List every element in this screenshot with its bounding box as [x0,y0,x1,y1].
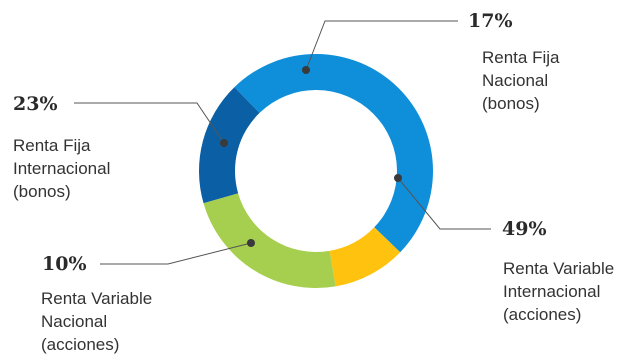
leader-dot-renta-variable-internacional [394,174,402,182]
donut-slice-2 [234,53,434,253]
slice-label-renta-variable-nacional-line3: (acciones) [41,335,119,354]
slice-label-renta-variable-internacional-line1: Renta Variable [503,259,614,278]
donut-slice-3 [329,227,401,287]
pct-label-renta-fija-nacional: 17% [468,10,513,32]
slice-label-renta-variable-internacional-line3: (acciones) [503,305,581,324]
donut-slices [199,53,434,288]
annotation-renta-fija-nacional: 17% Renta Fija Nacional (bonos) [302,10,560,113]
slice-label-renta-fija-nacional-line3: (bonos) [482,94,540,113]
annotation-renta-variable-internacional: 49% Renta Variable Internacional (accion… [394,174,614,324]
annotation-renta-fija-internacional: 23% Renta Fija Internacional (bonos) [13,93,228,201]
leader-line-renta-fija-nacional [305,20,458,71]
pct-label-renta-variable-internacional: 49% [502,218,547,240]
slice-label-renta-fija-internacional-line3: (bonos) [13,182,71,201]
leader-dot-renta-variable-nacional [247,239,255,247]
pct-label-renta-variable-nacional: 10% [42,253,87,275]
slice-label-renta-fija-internacional-line1: Renta Fija [13,136,91,155]
pct-label-renta-fija-internacional: 23% [13,93,58,115]
annotation-renta-variable-nacional: 10% Renta Variable Nacional (acciones) [41,239,255,354]
leader-dot-renta-fija-internacional [220,139,228,147]
donut-slice-1 [199,87,260,204]
slice-label-renta-fija-nacional-line2: Nacional [482,71,548,90]
slice-label-renta-variable-internacional-line2: Internacional [503,282,600,301]
leader-line-renta-variable-nacional [100,242,252,265]
leader-dot-renta-fija-nacional [302,66,310,74]
slice-label-renta-variable-nacional-line2: Nacional [41,312,107,331]
slice-label-renta-fija-nacional-line1: Renta Fija [482,48,560,67]
slice-label-renta-fija-internacional-line2: Internacional [13,159,110,178]
leader-line-renta-fija-internacional [74,102,225,144]
donut-slice-4 [203,193,336,288]
leader-line-renta-variable-internacional [397,177,491,230]
slice-label-renta-variable-nacional-line1: Renta Variable [41,289,152,308]
